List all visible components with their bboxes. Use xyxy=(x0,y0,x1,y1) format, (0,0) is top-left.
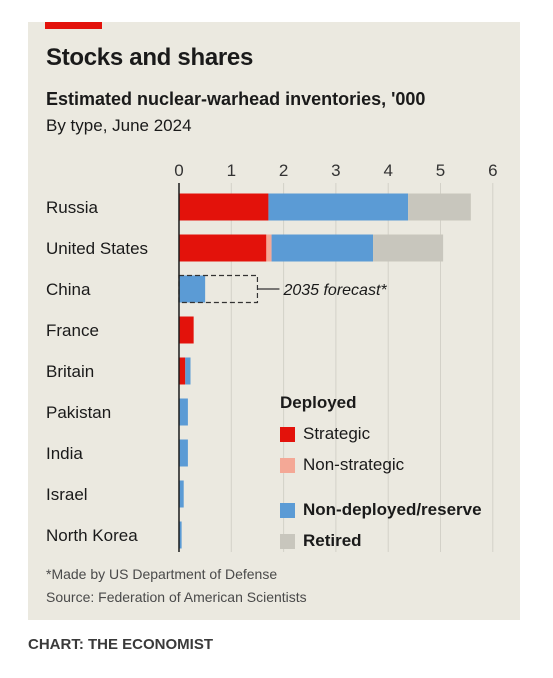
legend-swatch-non-strategic xyxy=(280,457,295,473)
chart-title: Stocks and shares xyxy=(46,44,253,71)
chart-credit: CHART: THE ECONOMIST xyxy=(28,636,213,653)
x-tick-label: 6 xyxy=(488,161,497,180)
bar-segment xyxy=(179,275,206,303)
x-tick-label: 3 xyxy=(331,161,340,180)
legend-item-retired: Retired xyxy=(280,531,362,551)
bar-segment xyxy=(373,234,444,262)
bar-segment xyxy=(271,234,374,262)
bar-segment xyxy=(268,193,409,221)
bar-segment xyxy=(179,316,194,344)
category-label: North Korea xyxy=(46,526,138,545)
bar-segment xyxy=(179,521,182,549)
category-label: Russia xyxy=(46,198,99,217)
x-tick-label: 4 xyxy=(383,161,392,180)
category-label: Israel xyxy=(46,485,88,504)
legend-label-non-deployed: Non-deployed/reserve xyxy=(303,500,482,519)
category-label: China xyxy=(46,280,91,299)
bar-segment xyxy=(408,193,471,221)
x-tick-label: 5 xyxy=(436,161,445,180)
legend-swatch-non-deployed xyxy=(280,502,295,518)
bar-segment xyxy=(179,439,188,467)
brand-red-tab xyxy=(45,22,102,29)
legend-label-non-strategic: Non-strategic xyxy=(303,455,405,474)
legend-label-strategic: Strategic xyxy=(303,424,371,443)
category-label: Britain xyxy=(46,362,94,381)
legend-label-retired: Retired xyxy=(303,531,362,550)
chart-panel xyxy=(28,22,520,620)
legend-swatch-strategic xyxy=(280,426,295,442)
category-label: Pakistan xyxy=(46,403,111,422)
forecast-annotation: 2035 forecast* xyxy=(282,282,387,299)
bar-segment xyxy=(185,357,191,385)
bar-segment xyxy=(179,398,188,426)
chart-subtitle: Estimated nuclear-warhead inventories, '… xyxy=(46,89,426,109)
legend-item-strategic: Strategic xyxy=(280,424,370,444)
category-label: France xyxy=(46,321,99,340)
bar-segment xyxy=(179,357,186,385)
bar-segment xyxy=(179,480,184,508)
x-tick-label: 1 xyxy=(227,161,236,180)
x-tick-label: 0 xyxy=(174,161,183,180)
category-label: India xyxy=(46,444,83,463)
footnote: *Made by US Department of Defense xyxy=(46,566,278,582)
category-label: United States xyxy=(46,239,148,258)
bar-segment xyxy=(266,234,272,262)
legend-item-non-deployed: Non-deployed/reserve xyxy=(280,500,482,520)
bar-segment xyxy=(179,193,269,221)
legend-swatch-retired xyxy=(280,533,295,549)
legend-heading: Deployed xyxy=(280,393,357,412)
chart-subsubtitle: By type, June 2024 xyxy=(46,116,192,135)
x-tick-label: 2 xyxy=(279,161,288,180)
legend-item-non-strategic: Non-strategic xyxy=(280,455,404,475)
source-note: Source: Federation of American Scientist… xyxy=(46,589,307,605)
bar-segment xyxy=(179,234,267,262)
